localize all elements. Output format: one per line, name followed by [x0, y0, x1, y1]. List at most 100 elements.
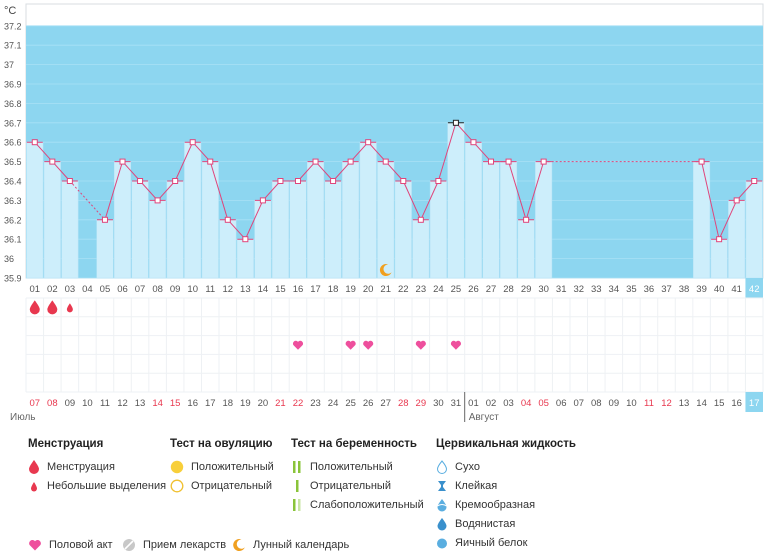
date-label: 31	[451, 398, 462, 409]
moon-icon	[233, 538, 245, 551]
legend-label: Кремообразная	[455, 498, 536, 511]
legend-title: Менструация	[28, 438, 104, 450]
temperature-line	[174, 141, 194, 182]
temperature-point	[224, 216, 231, 223]
temperature-bar	[149, 200, 167, 279]
date-label: 24	[328, 398, 339, 409]
temperature-point	[698, 158, 705, 165]
date-label: 15	[170, 398, 181, 409]
heart-icon	[29, 539, 41, 550]
date-label: 10	[626, 398, 637, 409]
legend-ovulation: Тест на овуляцию Положительный Отрицател…	[170, 438, 274, 495]
y-tick-label: 37.1	[4, 41, 22, 51]
temperature-line	[227, 219, 246, 240]
y-tick-label: 36.2	[4, 215, 22, 225]
date-label: 13	[679, 398, 690, 409]
date-label: 28	[398, 398, 409, 409]
date-label: 12	[117, 398, 128, 409]
temperature-point	[137, 178, 144, 184]
temperature-line	[297, 161, 316, 182]
temperature-point	[733, 197, 740, 204]
temperature-bar	[517, 219, 535, 279]
date-label: 14	[696, 398, 707, 409]
date-label: 17	[749, 398, 760, 409]
y-tick-label: 37.2	[4, 21, 22, 31]
legend-label: Сухо	[455, 460, 480, 473]
date-label: 15	[714, 398, 725, 409]
date-label: 07	[573, 398, 584, 409]
legend: Менструация Менструация Небольшие выделе…	[0, 438, 770, 552]
temperature-point	[172, 178, 179, 184]
cycle-day-label: 07	[135, 284, 146, 295]
legend-item-menstruation: Менструация	[28, 457, 166, 476]
date-label: 07	[29, 398, 40, 409]
cycle-day-label: 30	[538, 284, 549, 295]
legend-item-pregnancy-negative: Отрицательный	[291, 476, 424, 495]
temperature-bar	[464, 141, 482, 279]
temperature-line	[473, 141, 492, 162]
cycle-day-label: 40	[714, 284, 725, 295]
faint-bar-icon	[293, 498, 301, 511]
temperature-line	[736, 180, 755, 201]
cycle-day-label: 05	[100, 284, 111, 295]
cycle-day-label: 04	[82, 284, 93, 295]
legend-item-ovulation-negative: Отрицательный	[170, 476, 274, 495]
cycle-day-label: 14	[258, 284, 269, 295]
blood-drop-icon	[29, 459, 39, 474]
date-label: 08	[591, 398, 602, 409]
temperature-bar	[745, 180, 763, 279]
temperature-point	[452, 119, 459, 126]
cycle-day-label: 39	[696, 284, 707, 295]
cycle-day-label: 36	[644, 284, 655, 295]
temperature-point	[207, 158, 214, 165]
date-label: 13	[135, 398, 146, 409]
date-label: 20	[258, 398, 269, 409]
temperature-bar	[219, 219, 237, 279]
cycle-day-label: 10	[187, 284, 198, 295]
legend-label: Лунный календарь	[253, 538, 350, 551]
cycle-day-label: 34	[609, 284, 620, 295]
legend-title: Цервикальная жидкость	[436, 438, 576, 450]
cycle-day-label: 02	[47, 284, 58, 295]
y-tick-label: 36.4	[4, 177, 22, 187]
temperature-bar	[394, 180, 412, 279]
cycle-day-label: 08	[152, 284, 163, 295]
cycle-day-label: 38	[679, 284, 690, 295]
legend-item-pregnancy-positive: Положительный	[291, 457, 424, 476]
temperature-bar	[61, 180, 79, 279]
temperature-bar	[289, 180, 307, 279]
temperature-line	[701, 161, 720, 240]
temperature-line	[350, 141, 369, 162]
cycle-day-label: 19	[345, 284, 356, 295]
pill-icon	[123, 538, 135, 551]
legend-item-creamy: Кремообразная	[436, 495, 576, 514]
bbt-chart: °C 35.9 36 36.1 36.2 36.3 36.4 36.5 36.6 36.7 36.8…	[4, 3, 764, 423]
temperature-point	[277, 178, 284, 184]
temperature-bar	[324, 180, 342, 279]
single-bar-icon	[296, 479, 299, 492]
date-label: 02	[486, 398, 497, 409]
temperature-line	[192, 141, 211, 162]
temperature-line	[332, 161, 352, 182]
heart-icon	[415, 340, 426, 350]
temperature-line	[508, 161, 527, 220]
date-label: 09	[65, 398, 76, 409]
small-drop-icon	[66, 303, 73, 313]
legend-item-spotting: Небольшие выделения	[28, 476, 166, 495]
legend-label: Яичный белок	[455, 536, 528, 549]
date-label: 16	[187, 398, 198, 409]
temperature-point	[242, 236, 249, 243]
heart-icon	[363, 340, 374, 350]
temperature-point	[294, 178, 301, 184]
legend-item-moon: Лунный календарь	[232, 535, 349, 554]
temperature-bar	[201, 161, 219, 279]
empty-circle-icon	[170, 479, 184, 492]
temperature-bar	[482, 161, 500, 279]
temperature-line	[262, 180, 281, 201]
date-label: 21	[275, 398, 286, 409]
temperature-point	[540, 158, 547, 165]
legend-cervical: Цервикальная жидкость Сухо Клейкая Кремо…	[436, 438, 576, 552]
date-label: 19	[240, 398, 251, 409]
legend-label: Половой акт	[49, 538, 113, 551]
temperature-line	[34, 141, 53, 162]
